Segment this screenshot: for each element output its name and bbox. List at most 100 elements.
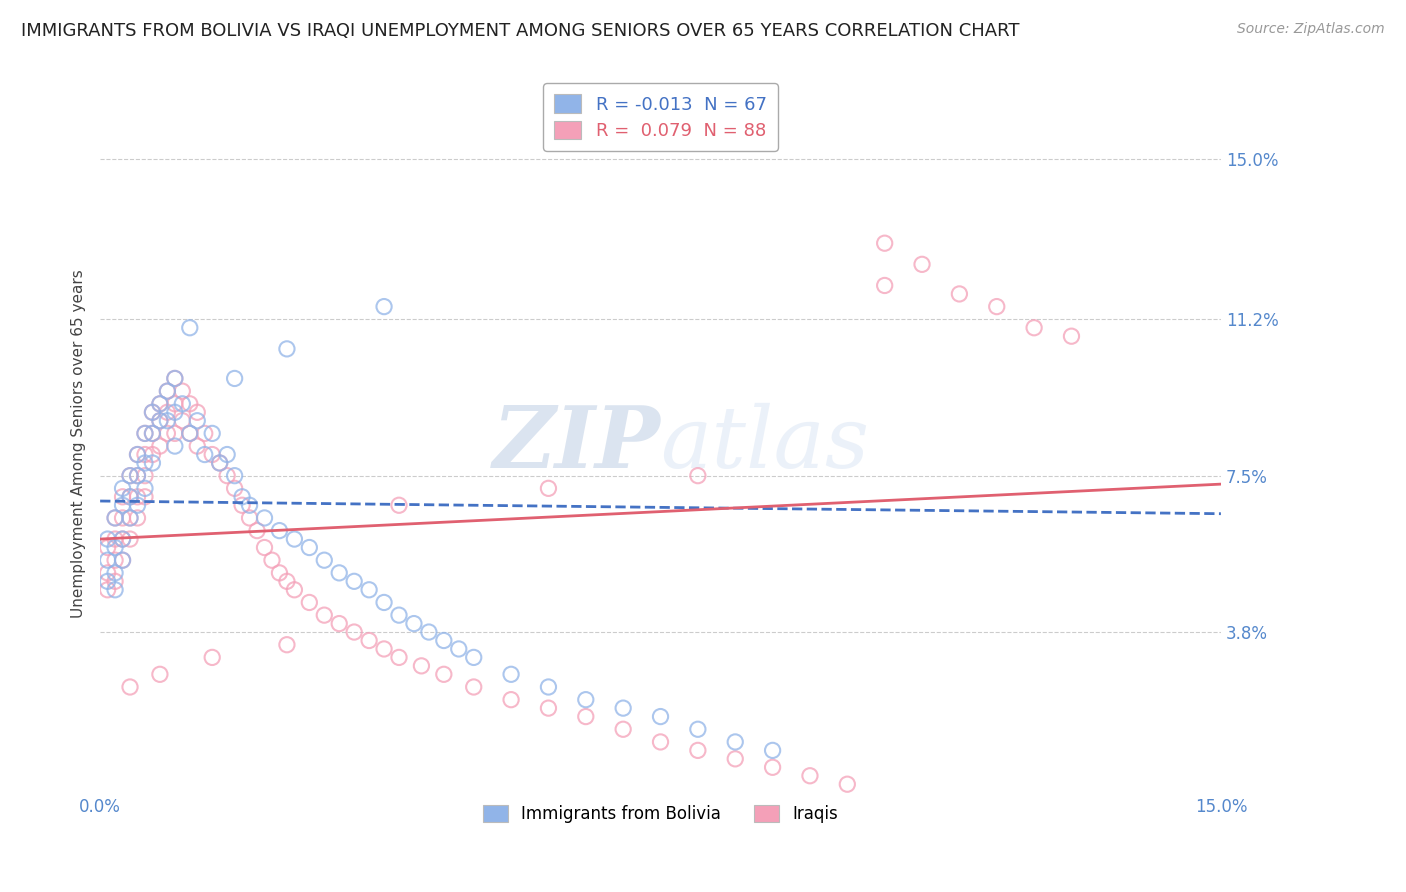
Point	[402, 616, 425, 631]
Point	[156, 384, 179, 398]
Point	[97, 553, 120, 567]
Point	[208, 456, 231, 470]
Point	[141, 456, 163, 470]
Legend: Immigrants from Bolivia, Iraqis: Immigrants from Bolivia, Iraqis	[472, 795, 848, 833]
Point	[447, 642, 470, 657]
Point	[194, 448, 217, 462]
Point	[172, 414, 194, 428]
Point	[388, 498, 411, 512]
Point	[127, 490, 149, 504]
Point	[156, 405, 179, 419]
Point	[761, 743, 783, 757]
Point	[359, 582, 381, 597]
Point	[127, 511, 149, 525]
Point	[118, 468, 141, 483]
Point	[104, 582, 127, 597]
Point	[118, 490, 141, 504]
Point	[418, 625, 440, 640]
Point	[179, 397, 201, 411]
Point	[134, 426, 156, 441]
Point	[388, 608, 411, 623]
Point	[111, 553, 134, 567]
Point	[837, 777, 859, 791]
Point	[163, 405, 186, 419]
Point	[156, 384, 179, 398]
Point	[134, 468, 156, 483]
Point	[612, 701, 634, 715]
Point	[118, 490, 141, 504]
Point	[1060, 329, 1083, 343]
Point	[463, 650, 485, 665]
Point	[141, 426, 163, 441]
Point	[97, 574, 120, 589]
Point	[986, 300, 1008, 314]
Point	[686, 468, 709, 483]
Point	[537, 481, 560, 495]
Point	[650, 735, 672, 749]
Point	[686, 723, 709, 737]
Point	[246, 524, 269, 538]
Point	[111, 498, 134, 512]
Point	[463, 680, 485, 694]
Point	[411, 658, 433, 673]
Point	[104, 541, 127, 555]
Point	[104, 574, 127, 589]
Point	[97, 566, 120, 580]
Point	[253, 511, 276, 525]
Text: Source: ZipAtlas.com: Source: ZipAtlas.com	[1237, 22, 1385, 37]
Point	[201, 448, 224, 462]
Point	[201, 650, 224, 665]
Point	[276, 574, 298, 589]
Point	[537, 680, 560, 694]
Point	[501, 692, 523, 706]
Point	[761, 760, 783, 774]
Text: ZIP: ZIP	[492, 402, 661, 486]
Point	[179, 426, 201, 441]
Point	[97, 532, 120, 546]
Point	[686, 743, 709, 757]
Point	[283, 532, 305, 546]
Point	[172, 397, 194, 411]
Point	[373, 595, 395, 609]
Point	[141, 426, 163, 441]
Point	[118, 468, 141, 483]
Point	[127, 448, 149, 462]
Point	[253, 541, 276, 555]
Point	[179, 320, 201, 334]
Point	[217, 448, 239, 462]
Point	[97, 582, 120, 597]
Point	[163, 426, 186, 441]
Point	[298, 595, 321, 609]
Point	[149, 439, 172, 453]
Point	[127, 468, 149, 483]
Point	[141, 405, 163, 419]
Point	[104, 566, 127, 580]
Point	[134, 481, 156, 495]
Point	[388, 650, 411, 665]
Point	[575, 709, 598, 723]
Point	[104, 511, 127, 525]
Point	[118, 532, 141, 546]
Point	[948, 287, 970, 301]
Point	[224, 468, 246, 483]
Point	[111, 553, 134, 567]
Point	[724, 735, 747, 749]
Point	[172, 384, 194, 398]
Point	[276, 638, 298, 652]
Point	[134, 490, 156, 504]
Point	[269, 524, 291, 538]
Point	[111, 511, 134, 525]
Point	[163, 371, 186, 385]
Point	[373, 300, 395, 314]
Point	[239, 498, 262, 512]
Point	[149, 397, 172, 411]
Point	[104, 511, 127, 525]
Point	[111, 490, 134, 504]
Point	[799, 769, 821, 783]
Point	[194, 426, 217, 441]
Point	[97, 541, 120, 555]
Point	[231, 490, 253, 504]
Y-axis label: Unemployment Among Seniors over 65 years: Unemployment Among Seniors over 65 years	[72, 269, 86, 618]
Text: IMMIGRANTS FROM BOLIVIA VS IRAQI UNEMPLOYMENT AMONG SENIORS OVER 65 YEARS CORREL: IMMIGRANTS FROM BOLIVIA VS IRAQI UNEMPLO…	[21, 22, 1019, 40]
Point	[118, 680, 141, 694]
